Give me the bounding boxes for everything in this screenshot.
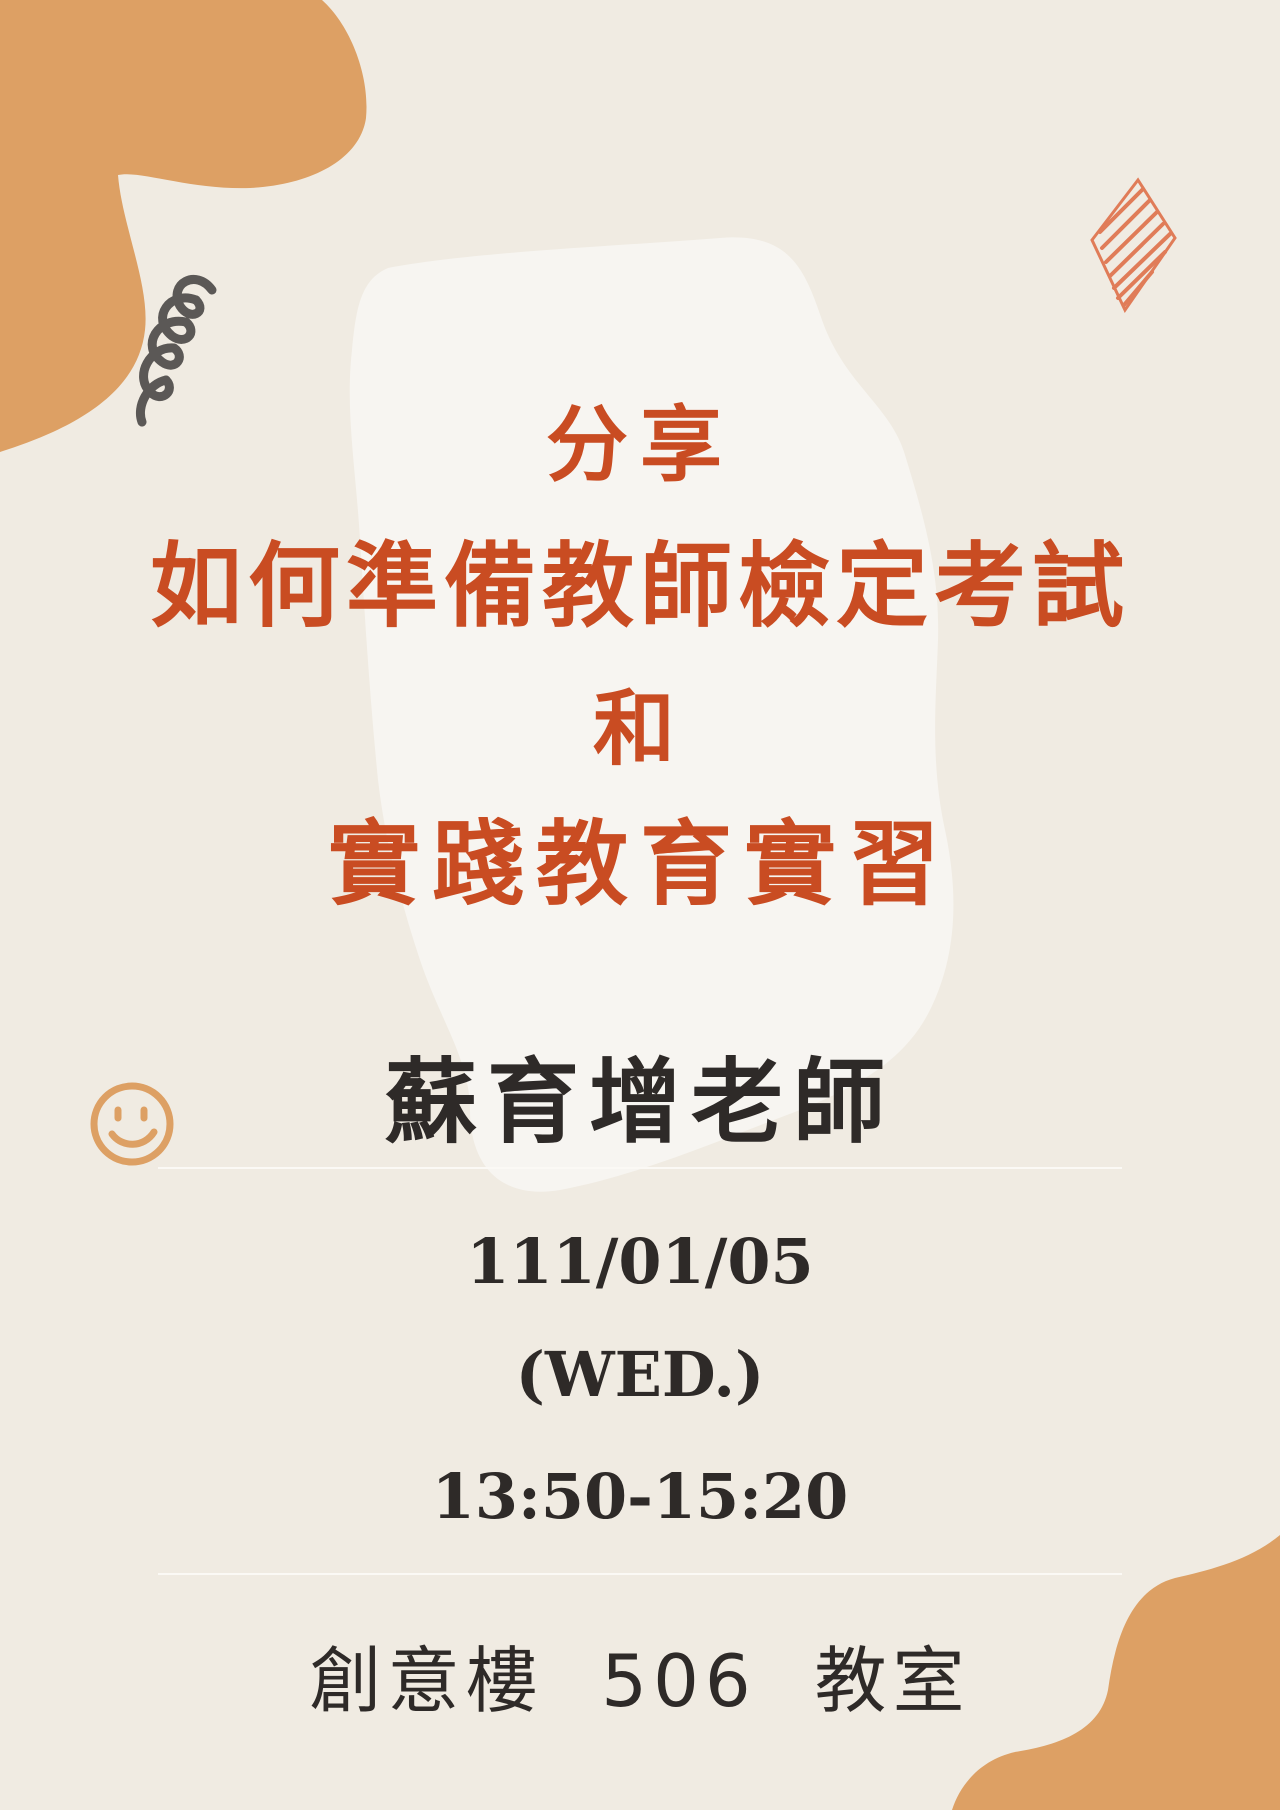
divider-top (158, 1167, 1122, 1169)
title-teaching-practicum: 實踐教育實習 (327, 811, 952, 918)
white-blob-center (349, 237, 954, 1192)
event-weekday: (WED.) (515, 1338, 765, 1411)
spring-squiggle-icon (136, 275, 217, 427)
smiley-face-icon (90, 1082, 174, 1166)
orange-blob-top-left (0, 0, 367, 452)
title-and: 和 (592, 682, 687, 777)
divider-bottom (158, 1573, 1122, 1575)
speaker-name: 蘇育增老師 (384, 1049, 895, 1156)
event-date: 111/01/05 (466, 1225, 814, 1298)
orange-blob-bottom-right (952, 1535, 1280, 1810)
hatched-diamond-icon (1090, 177, 1177, 313)
title-exam-preparation: 如何準備教師檢定考試 (149, 533, 1130, 640)
event-time: 13:50-15:20 (431, 1460, 849, 1533)
event-venue: 創意樓 506 教室 (309, 1639, 971, 1723)
title-share: 分享 (545, 398, 734, 493)
